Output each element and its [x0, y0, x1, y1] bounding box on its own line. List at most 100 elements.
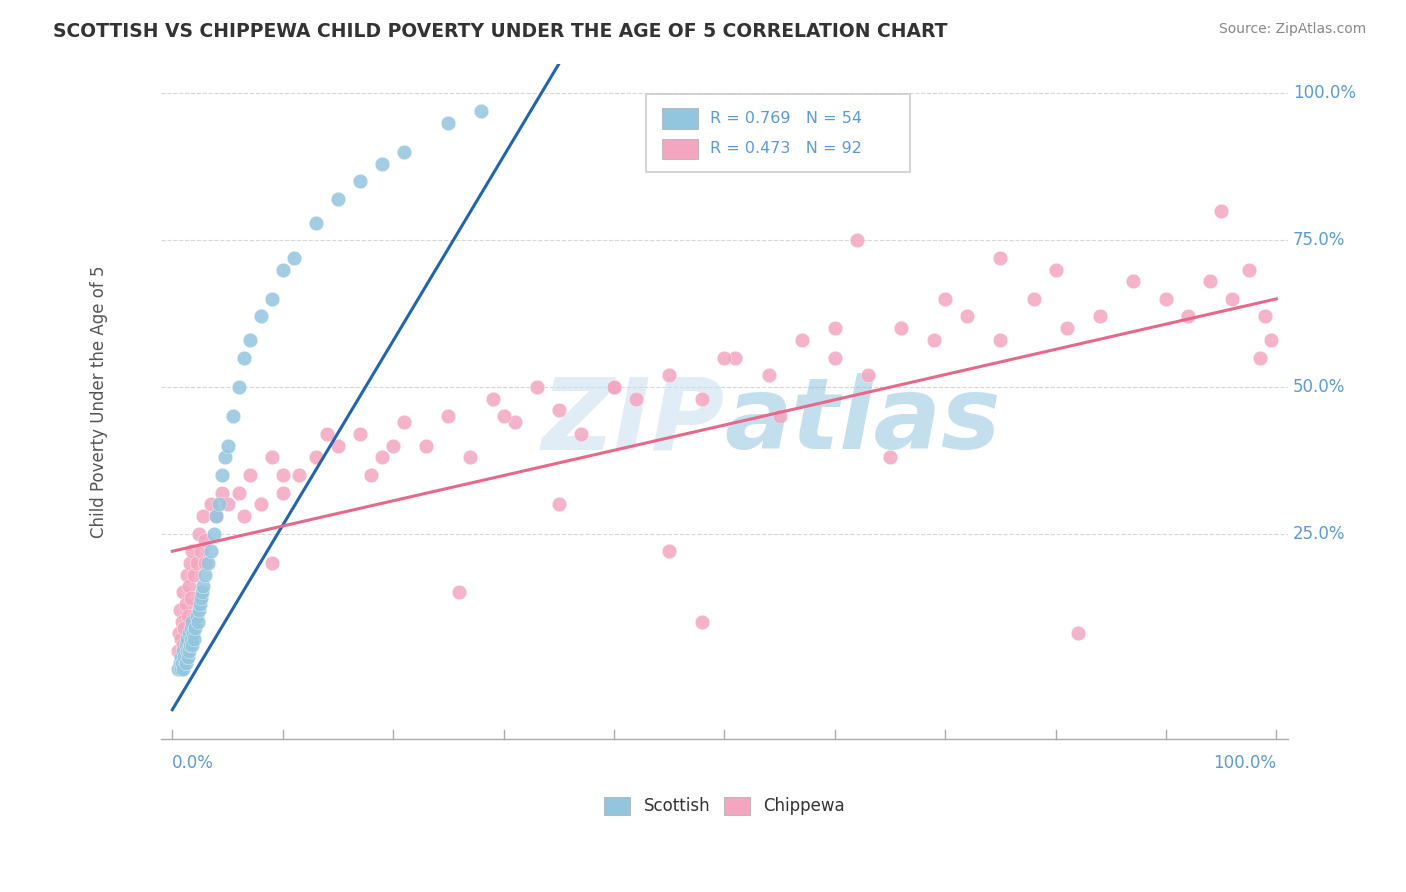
Point	[208, 497, 231, 511]
Point	[271, 262, 294, 277]
Point	[239, 467, 262, 482]
Point	[260, 450, 283, 465]
Text: 100.0%: 100.0%	[1213, 754, 1277, 772]
Point	[169, 656, 191, 670]
Point	[173, 649, 195, 664]
FancyBboxPatch shape	[645, 95, 910, 172]
Point	[181, 615, 204, 629]
Bar	[662, 139, 699, 159]
Point	[990, 251, 1012, 265]
Point	[172, 644, 194, 658]
Text: 75.0%: 75.0%	[1294, 231, 1346, 249]
Point	[692, 392, 714, 406]
Point	[222, 409, 245, 424]
Legend: Scottish, Chippewa: Scottish, Chippewa	[598, 790, 852, 822]
Point	[177, 626, 200, 640]
Point	[176, 632, 198, 647]
Text: 50.0%: 50.0%	[1294, 378, 1346, 396]
Point	[392, 415, 415, 429]
Point	[382, 439, 405, 453]
Text: 25.0%: 25.0%	[1294, 524, 1346, 542]
Point	[179, 556, 201, 570]
Point	[174, 597, 197, 611]
Point	[922, 333, 945, 347]
Point	[392, 145, 415, 160]
Point	[184, 621, 207, 635]
Point	[174, 656, 197, 670]
Point	[200, 497, 222, 511]
Point	[824, 351, 846, 365]
Point	[181, 544, 204, 558]
Point	[283, 251, 305, 265]
Point	[271, 467, 294, 482]
Point	[194, 533, 217, 547]
Point	[177, 579, 200, 593]
Point	[956, 310, 979, 324]
Point	[174, 638, 197, 652]
Point	[824, 321, 846, 335]
Point	[603, 380, 626, 394]
Point	[1260, 333, 1282, 347]
Point	[202, 526, 225, 541]
Point	[1237, 262, 1260, 277]
Point	[183, 567, 205, 582]
Point	[1056, 321, 1078, 335]
Point	[190, 591, 212, 606]
Text: R = 0.473   N = 92: R = 0.473 N = 92	[710, 142, 862, 156]
Point	[170, 632, 193, 647]
Point	[211, 467, 233, 482]
Point	[166, 644, 188, 658]
Point	[180, 632, 202, 647]
Point	[167, 626, 190, 640]
Point	[193, 509, 215, 524]
Point	[1220, 292, 1243, 306]
Point	[217, 439, 239, 453]
Point	[624, 392, 647, 406]
Point	[181, 638, 204, 652]
Point	[437, 409, 460, 424]
Point	[371, 450, 394, 465]
Point	[194, 556, 217, 570]
Point	[188, 597, 211, 611]
Point	[180, 591, 202, 606]
Point	[170, 662, 193, 676]
Point	[177, 644, 200, 658]
Text: SCOTTISH VS CHIPPEWA CHILD POVERTY UNDER THE AGE OF 5 CORRELATION CHART: SCOTTISH VS CHIPPEWA CHILD POVERTY UNDER…	[53, 22, 948, 41]
Point	[172, 638, 194, 652]
Point	[856, 368, 879, 383]
Point	[166, 662, 188, 676]
Point	[1211, 203, 1233, 218]
Point	[1154, 292, 1177, 306]
Point	[177, 649, 200, 664]
Point	[470, 103, 492, 118]
Point	[194, 567, 217, 582]
Point	[200, 544, 222, 558]
Point	[758, 368, 780, 383]
Point	[934, 292, 956, 306]
Point	[214, 450, 236, 465]
Point	[249, 310, 271, 324]
Bar	[662, 108, 699, 128]
Point	[288, 467, 311, 482]
Point	[249, 497, 271, 511]
Point	[190, 544, 212, 558]
Text: 100.0%: 100.0%	[1294, 85, 1355, 103]
Point	[492, 409, 515, 424]
Point	[1045, 262, 1067, 277]
Text: Source: ZipAtlas.com: Source: ZipAtlas.com	[1219, 22, 1367, 37]
Point	[990, 333, 1012, 347]
Point	[1199, 274, 1222, 288]
Point	[205, 509, 228, 524]
Point	[191, 585, 214, 599]
Point	[305, 215, 328, 229]
Point	[228, 485, 250, 500]
Point	[790, 333, 813, 347]
Point	[211, 485, 233, 500]
Point	[1122, 274, 1144, 288]
Point	[180, 621, 202, 635]
Point	[326, 439, 349, 453]
Text: atlas: atlas	[724, 374, 1001, 470]
Point	[169, 603, 191, 617]
Point	[437, 116, 460, 130]
Point	[371, 157, 394, 171]
